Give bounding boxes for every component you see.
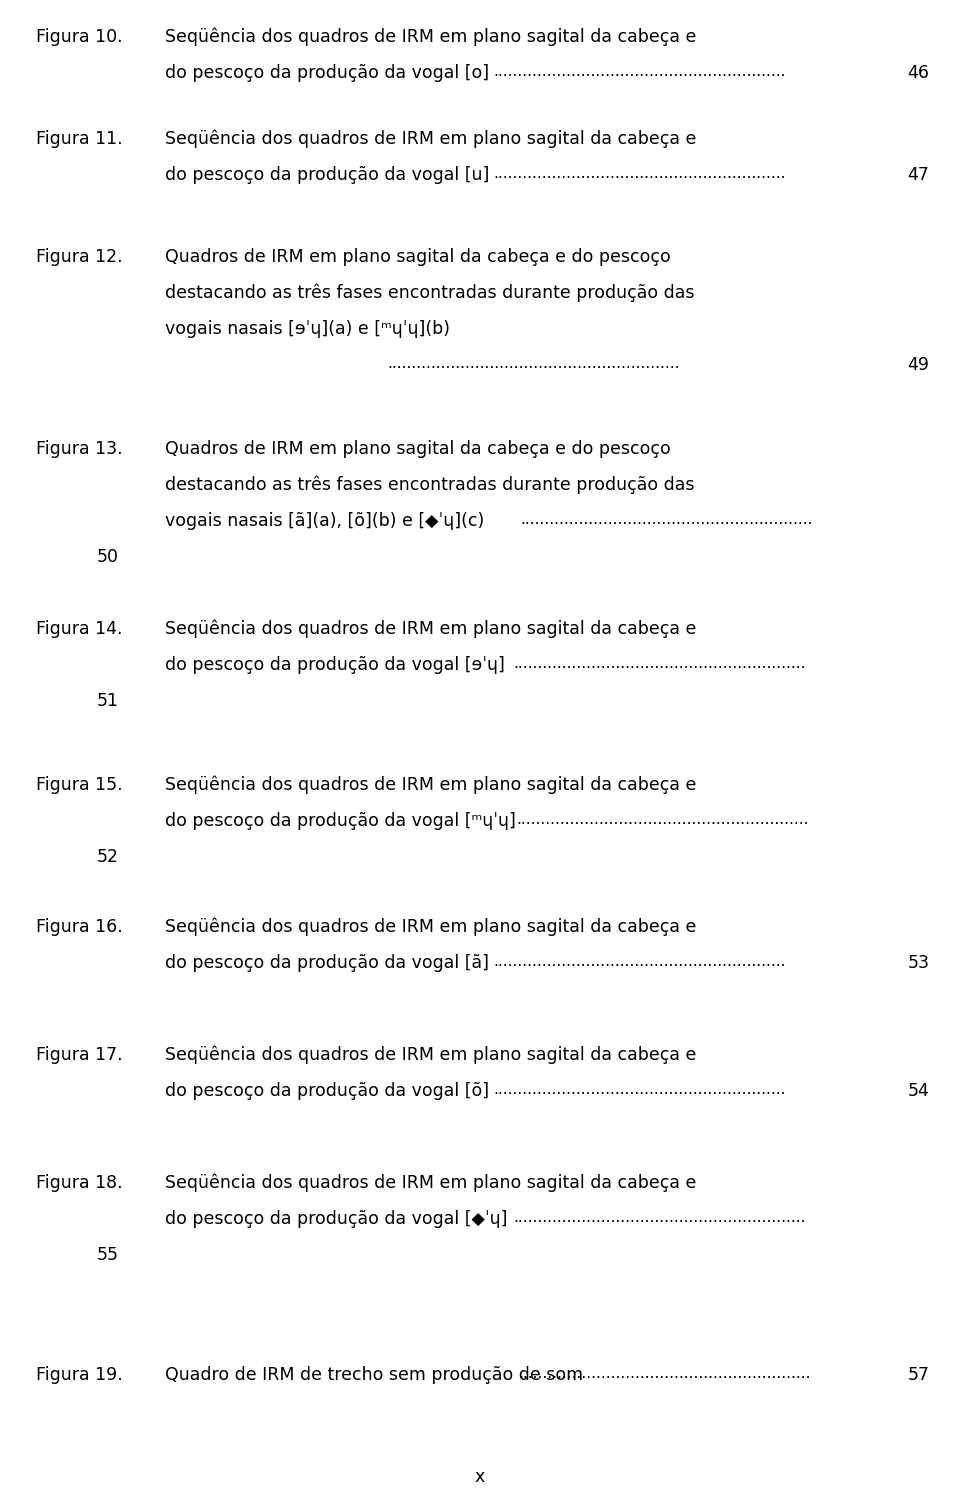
Text: Figura 18.: Figura 18. (36, 1174, 123, 1192)
Text: ............................................................: ........................................… (493, 166, 786, 181)
Text: Seqüência dos quadros de IRM em plano sagital da cabeça e: Seqüência dos quadros de IRM em plano sa… (165, 918, 697, 936)
Text: vogais nasais [ɘˈɥ](a) e [ᵐɥˈɥ](b): vogais nasais [ɘˈɥ](a) e [ᵐɥˈɥ](b) (165, 321, 450, 339)
Text: ............................................................: ........................................… (493, 954, 786, 969)
Text: ............................................................: ........................................… (516, 813, 809, 828)
Text: Seqüência dos quadros de IRM em plano sagital da cabeça e: Seqüência dos quadros de IRM em plano sa… (165, 29, 697, 47)
Text: Seqüência dos quadros de IRM em plano sagital da cabeça e: Seqüência dos quadros de IRM em plano sa… (165, 777, 697, 795)
Text: do pescoço da produção da vogal [◆ˈɥ]: do pescoço da produção da vogal [◆ˈɥ] (165, 1210, 508, 1228)
Text: ............................................................: ........................................… (514, 656, 806, 671)
Text: ............................................................: ........................................… (520, 512, 812, 527)
Text: ............................................................: ........................................… (387, 357, 680, 372)
Text: ............................................................: ........................................… (518, 1367, 810, 1382)
Text: do pescoço da produção da vogal [ɘˈɥ]: do pescoço da produção da vogal [ɘˈɥ] (165, 656, 505, 674)
Text: destacando as três fases encontradas durante produção das: destacando as três fases encontradas dur… (165, 476, 695, 495)
Text: Figura 17.: Figura 17. (36, 1046, 123, 1064)
Text: 52: 52 (96, 847, 118, 865)
Text: 50: 50 (96, 548, 118, 566)
Text: 47: 47 (907, 166, 929, 184)
Text: do pescoço da produção da vogal [u]: do pescoço da produção da vogal [u] (165, 166, 490, 184)
Text: 54: 54 (907, 1082, 929, 1100)
Text: Quadros de IRM em plano sagital da cabeça e do pescoço: Quadros de IRM em plano sagital da cabeç… (165, 439, 671, 458)
Text: Figura 10.: Figura 10. (36, 29, 123, 47)
Text: 51: 51 (96, 692, 118, 710)
Text: Figura 11.: Figura 11. (36, 129, 123, 147)
Text: do pescoço da produção da vogal [ᵐɥˈɥ]: do pescoço da produção da vogal [ᵐɥˈɥ] (165, 813, 516, 829)
Text: ............................................................: ........................................… (514, 1210, 806, 1225)
Text: x: x (475, 1467, 485, 1485)
Text: 57: 57 (907, 1367, 929, 1385)
Text: do pescoço da produção da vogal [o]: do pescoço da produção da vogal [o] (165, 65, 490, 81)
Text: vogais nasais [ã](a), [õ](b) e [◆ˈɥ](c): vogais nasais [ã](a), [õ](b) e [◆ˈɥ](c) (165, 512, 485, 530)
Text: do pescoço da produção da vogal [õ]: do pescoço da produção da vogal [õ] (165, 1082, 490, 1100)
Text: Figura 14.: Figura 14. (36, 620, 123, 638)
Text: Figura 13.: Figura 13. (36, 439, 123, 458)
Text: 55: 55 (96, 1246, 118, 1264)
Text: destacando as três fases encontradas durante produção das: destacando as três fases encontradas dur… (165, 284, 695, 303)
Text: Seqüência dos quadros de IRM em plano sagital da cabeça e: Seqüência dos quadros de IRM em plano sa… (165, 129, 697, 149)
Text: Figura 16.: Figura 16. (36, 918, 123, 936)
Text: 46: 46 (907, 65, 929, 81)
Text: Seqüência dos quadros de IRM em plano sagital da cabeça e: Seqüência dos quadros de IRM em plano sa… (165, 1046, 697, 1064)
Text: Quadros de IRM em plano sagital da cabeça e do pescoço: Quadros de IRM em plano sagital da cabeç… (165, 248, 671, 266)
Text: Seqüência dos quadros de IRM em plano sagital da cabeça e: Seqüência dos quadros de IRM em plano sa… (165, 1174, 697, 1192)
Text: Seqüência dos quadros de IRM em plano sagital da cabeça e: Seqüência dos quadros de IRM em plano sa… (165, 620, 697, 638)
Text: Figura 15.: Figura 15. (36, 777, 123, 795)
Text: ............................................................: ........................................… (493, 65, 786, 78)
Text: 49: 49 (907, 357, 929, 375)
Text: 53: 53 (907, 954, 929, 972)
Text: Figura 19.: Figura 19. (36, 1367, 123, 1385)
Text: Figura 12.: Figura 12. (36, 248, 123, 266)
Text: Quadro de IRM de trecho sem produção de som: Quadro de IRM de trecho sem produção de … (165, 1367, 584, 1385)
Text: ............................................................: ........................................… (493, 1082, 786, 1097)
Text: do pescoço da produção da vogal [ã]: do pescoço da produção da vogal [ã] (165, 954, 489, 972)
